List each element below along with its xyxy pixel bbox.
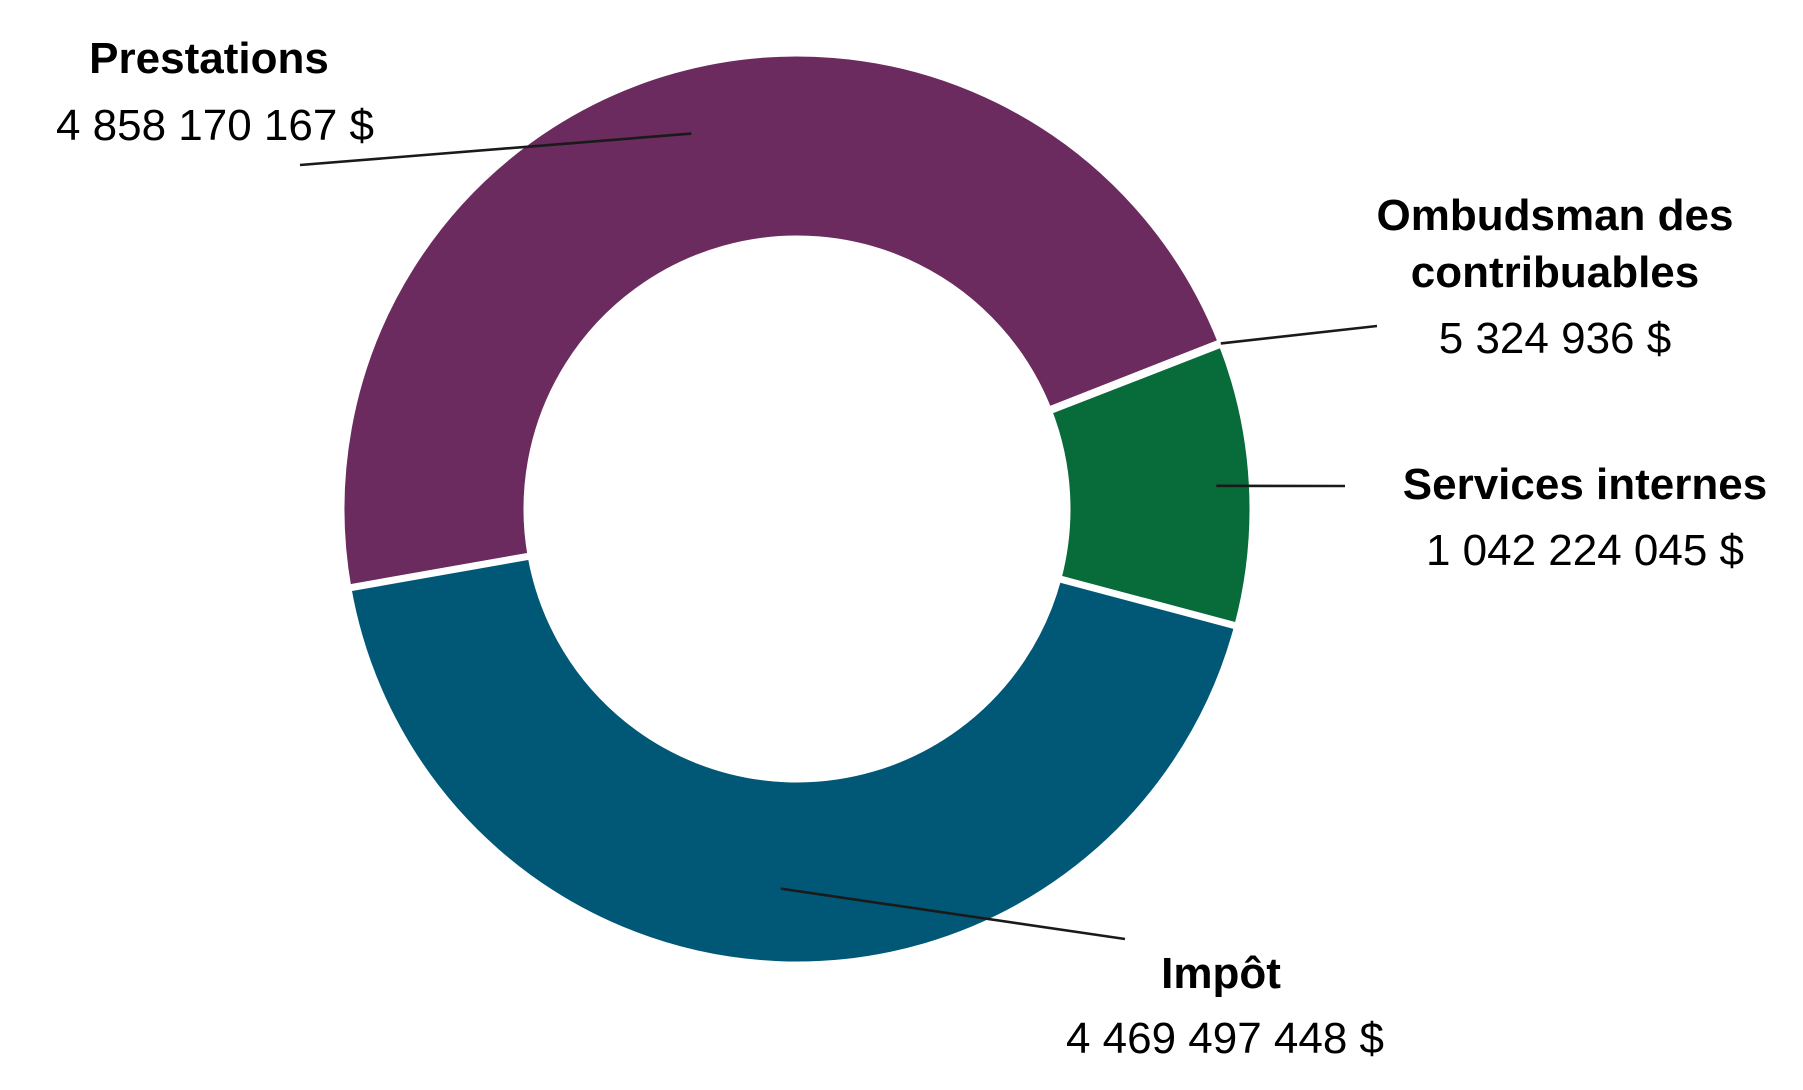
slice-label-name-ombudsman-line1: Ombudsman des — [1377, 191, 1734, 240]
slice-label-value-services-internes: 1 042 224 045 $ — [1426, 526, 1744, 575]
slice-label-value-prestations: 4 858 170 167 $ — [56, 101, 374, 150]
donut-slice-prestations — [337, 49, 1227, 593]
slice-label-name-impot: Impôt — [1161, 949, 1281, 998]
leader-lines — [299, 132, 1378, 941]
slice-label-value-ombudsman: 5 324 936 $ — [1439, 314, 1671, 363]
donut-slices — [337, 49, 1257, 969]
slice-label-name-services-internes: Services internes — [1403, 460, 1767, 509]
slice-label-value-impot: 4 469 497 448 $ — [1066, 1014, 1384, 1063]
slice-label-name-ombudsman-line2: contribuables — [1411, 248, 1700, 297]
slice-labels: Prestations 4 858 170 167 $ Ombudsman de… — [56, 34, 1767, 1063]
leader-line-prestations — [299, 132, 692, 167]
leader-line-ombudsman-des-contribuables — [1220, 324, 1378, 345]
slice-label-name-prestations: Prestations — [89, 34, 329, 83]
leader-line-impot — [780, 887, 1126, 941]
donut-slice-impot — [343, 551, 1242, 969]
